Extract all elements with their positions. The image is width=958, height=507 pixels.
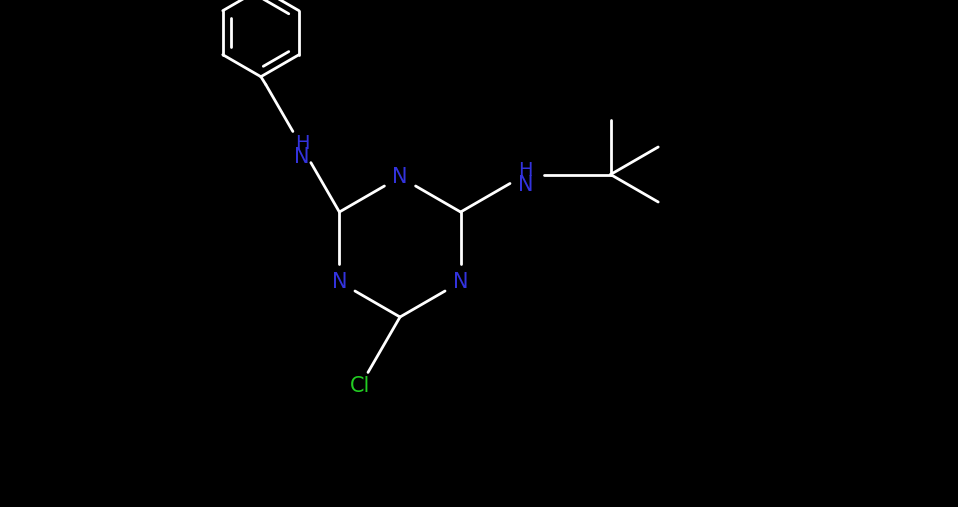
Text: N: N bbox=[392, 167, 408, 187]
Text: N: N bbox=[518, 174, 534, 195]
Text: N: N bbox=[331, 272, 347, 292]
Text: Cl: Cl bbox=[350, 376, 370, 396]
Text: N: N bbox=[453, 272, 468, 292]
Text: H: H bbox=[295, 133, 309, 153]
Text: H: H bbox=[518, 161, 533, 180]
Text: N: N bbox=[294, 147, 309, 167]
